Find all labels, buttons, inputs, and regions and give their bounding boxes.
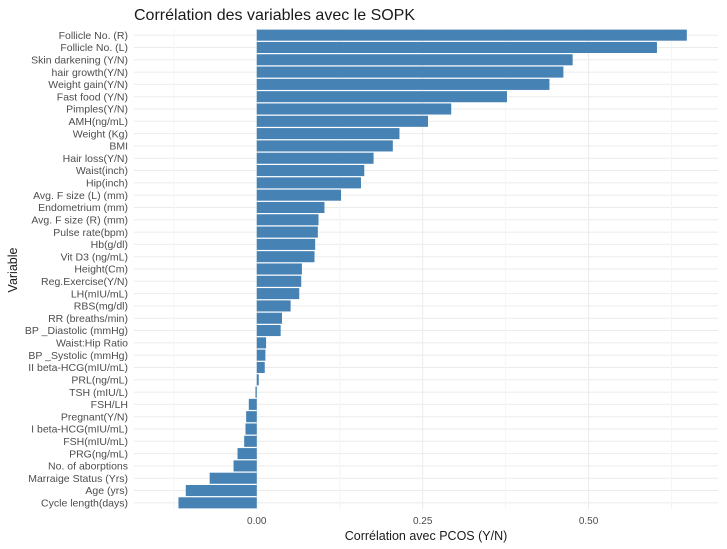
x-tick-label: 0.00 (247, 516, 267, 527)
bar (244, 435, 257, 447)
x-tick-label: 0.25 (413, 516, 433, 527)
category-label: Skin darkening (Y/N) (31, 54, 128, 66)
category-label: Hb(g/dl) (91, 239, 128, 251)
bar (256, 152, 374, 164)
category-label: PRL(ng/mL) (71, 374, 128, 386)
bar (256, 312, 282, 324)
category-label: BMI (109, 141, 128, 153)
category-label: RR (breaths/min) (48, 313, 128, 325)
category-label: II beta-HCG(mIU/mL) (28, 362, 128, 374)
bar (256, 189, 342, 201)
x-tick-label: 0.50 (579, 516, 599, 527)
bar (256, 41, 657, 53)
category-label: Endometrium (mm) (38, 202, 128, 214)
bar (233, 460, 257, 472)
bar (256, 115, 428, 127)
category-label: Follicle No. (R) (59, 30, 128, 42)
category-label: AMH(ng/mL) (68, 116, 128, 128)
bar (256, 54, 573, 66)
category-label: TSH (mIU/L) (69, 387, 128, 399)
category-label: Waist:Hip Ratio (56, 338, 128, 350)
category-label: BP _Systolic (mmHg) (28, 350, 128, 362)
category-label: RBS(mg/dl) (74, 301, 128, 313)
category-label: Hair loss(Y/N) (63, 153, 128, 165)
category-label: Height(Cm) (74, 264, 128, 276)
category-labels: Follicle No. (R)Follicle No. (L)Skin dar… (25, 30, 128, 510)
bar (256, 251, 315, 263)
category-label: Vit D3 (ng/mL) (61, 251, 129, 263)
bar (185, 485, 257, 497)
category-label: Follicle No. (L) (60, 42, 128, 54)
bar (256, 288, 300, 300)
bar (178, 497, 257, 509)
bar (256, 325, 281, 337)
bar (246, 411, 257, 423)
bar (256, 66, 564, 78)
bar (256, 91, 507, 103)
bar (256, 214, 319, 226)
bar (256, 275, 302, 287)
bar (255, 386, 257, 398)
bars (178, 29, 687, 509)
category-label: FSH/LH (91, 399, 128, 411)
bar (256, 238, 316, 250)
category-label: Waist(inch) (76, 165, 128, 177)
bar (256, 374, 259, 386)
x-axis-title: Corrélation avec PCOS (Y/N) (345, 529, 508, 543)
category-label: PRG(ng/mL) (69, 448, 128, 460)
category-label: BP _Diastolic (mmHg) (25, 325, 128, 337)
category-label: Pimples(Y/N) (66, 104, 128, 116)
bar (237, 448, 257, 460)
bar (256, 165, 365, 177)
category-label: No. of aborptions (48, 461, 128, 473)
bar (256, 349, 266, 361)
y-axis-title: Variable (6, 247, 20, 292)
grid (134, 29, 718, 509)
category-label: Marraige Status (Yrs) (28, 473, 128, 485)
category-label: Weight (Kg) (73, 128, 128, 140)
category-label: Avg. F size (R) (mm) (31, 214, 128, 226)
bar (256, 226, 318, 238)
category-label: Hip(inch) (86, 178, 128, 190)
category-label: Avg. F size (L) (mm) (33, 190, 128, 202)
bar (256, 263, 302, 275)
category-label: Cycle length(days) (41, 498, 128, 510)
bar (256, 300, 291, 312)
bar (256, 337, 267, 349)
bar (256, 128, 400, 140)
bar (256, 140, 393, 152)
category-label: Weight gain(Y/N) (48, 79, 128, 91)
bar (248, 398, 257, 410)
category-label: I beta-HCG(mIU/mL) (31, 424, 128, 436)
category-label: Age (yrs) (85, 485, 128, 497)
category-label: FSH(mIU/mL) (63, 436, 128, 448)
bar (256, 361, 265, 373)
category-label: Pregnant(Y/N) (61, 411, 128, 423)
category-label: hair growth(Y/N) (52, 67, 128, 79)
bar (256, 177, 361, 189)
bar (245, 423, 257, 435)
chart-title: Corrélation des variables avec le SOPK (134, 7, 415, 24)
category-label: Pulse rate(bpm) (53, 227, 128, 239)
x-tick-labels: 0.00 0.25 0.50 (247, 516, 599, 527)
category-label: LH(mIU/mL) (71, 288, 128, 300)
bar (256, 29, 687, 41)
bar (209, 472, 257, 484)
category-label: Reg.Exercise(Y/N) (41, 276, 128, 288)
bar (256, 103, 452, 115)
bar (256, 78, 550, 90)
bar (256, 201, 325, 213)
category-label: Fast food (Y/N) (57, 91, 128, 103)
